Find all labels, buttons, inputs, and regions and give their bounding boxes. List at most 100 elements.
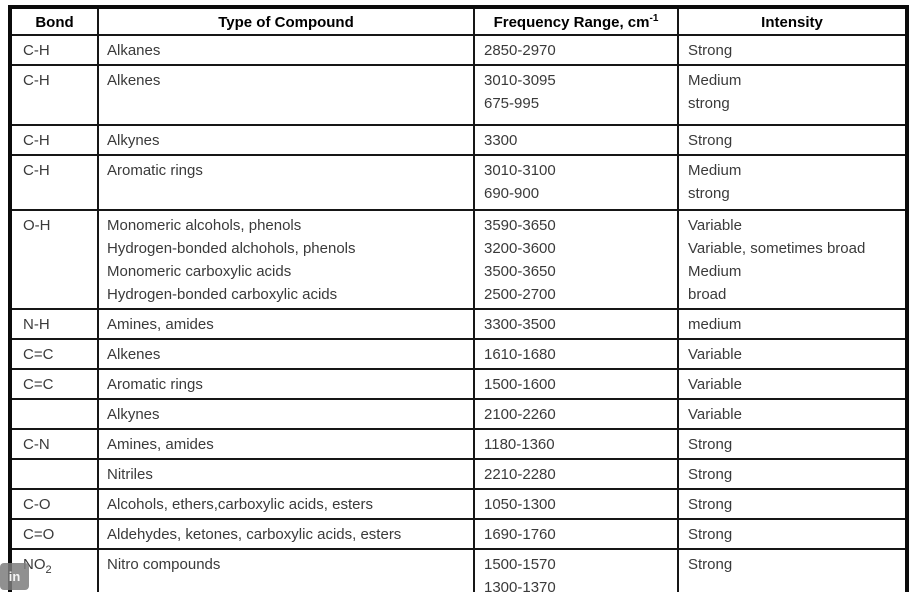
table-header-row: Bond Type of Compound Frequency Range, cm-… [9,6,908,36]
bond-cell: C-H [9,34,99,66]
table-row: C-H Alkanes 2850-2970 Strong [9,34,908,66]
frequency-line: 1610-1680 [484,346,556,363]
compound-line: Hydrogen-bonded alchohols, phenols [107,240,356,257]
compound-cell: Nitriles [97,458,475,490]
intensity-cell: Variable [677,398,908,430]
bond-cell: C-N [9,428,99,460]
frequency-cell: 3300 [473,124,679,156]
frequency-line: 3300-3500 [484,316,556,333]
bond-subscript: 2 [45,564,52,576]
intensity-cell: Strong [677,548,908,592]
ir-frequency-table-frame: Bond Type of Compound Frequency Range, cm-… [8,5,909,592]
compound-line: Monomeric alcohols, phenols [107,217,302,234]
frequency-line: 2850-2970 [484,42,556,59]
frequency-cell: 3300-3500 [473,308,679,340]
frequency-cell: 1690-1760 [473,518,679,550]
compound-cell: Nitro compounds [97,548,475,592]
compound-cell: Aromatic rings [97,368,475,400]
frequency-line: 3300 [484,132,518,149]
compound-line: Amines, amides [107,436,214,453]
intensity-cell: Strong [677,34,908,66]
compound-line: Aldehydes, ketones, carboxylic acids, es… [107,526,402,543]
compound-line: Alkanes [107,42,161,59]
frequency-line: 1050-1300 [484,496,556,513]
frequency-cell: 1500-1570 1300-1370 [473,548,679,592]
frequency-line: 2210-2280 [484,466,556,483]
compound-cell: Aldehydes, ketones, carboxylic acids, es… [97,518,475,550]
compound-cell: Monomeric alcohols, phenols Hydrogen-bond… [97,209,475,310]
frequency-cell: 2210-2280 [473,458,679,490]
bond-cell [9,458,99,490]
intensity-line: Strong [688,436,733,453]
intensity-line: Medium [688,72,742,89]
intensity-line: Strong [688,466,733,483]
table-row: O-H Monomeric alcohols, phenols Hydrogen-b… [9,209,908,310]
compound-line: Nitro compounds [107,556,221,573]
intensity-cell: Variable Variable, sometimes broad Medium b… [677,209,908,310]
bond-label: C-H [23,132,50,149]
intensity-cell: Variable [677,368,908,400]
frequency-cell: 1050-1300 [473,488,679,520]
frequency-line: 1300-1370 [484,579,556,592]
table-row: NO2 Nitro compounds 1500-1570 1300-1370 Stro… [9,548,908,592]
compound-line: Alkynes [107,132,160,149]
compound-line: Alkenes [107,346,161,363]
bond-cell: C=C [9,368,99,400]
table-row: C-H Alkynes 3300 Strong [9,124,908,156]
bond-label: C-O [23,496,51,513]
bond-cell: C-O [9,488,99,520]
table-header: Bond Type of Compound Frequency Range, cm-… [9,6,908,36]
compound-cell: Alkenes [97,64,475,126]
table-row: C-O Alcohols, ethers,carboxylic acids, es… [9,488,908,520]
intensity-line: strong [688,185,730,202]
bond-cell [9,398,99,430]
bond-cell: C-H [9,154,99,211]
frequency-cell: 3010-3100 690-900 [473,154,679,211]
bond-label: C=C [23,376,54,393]
intensity-cell: Variable [677,338,908,370]
intensity-line: Medium [688,263,742,280]
compound-cell: Alcohols, ethers,carboxylic acids, ester… [97,488,475,520]
compound-line: Nitriles [107,466,153,483]
intensity-line: Strong [688,526,733,543]
table-row: C=O Aldehydes, ketones, carboxylic acids,… [9,518,908,550]
intensity-line: broad [688,286,727,303]
intensity-line: Variable, sometimes broad [688,240,866,257]
column-header-compound: Type of Compound [97,6,475,36]
table-body: C-H Alkanes 2850-2970 Strong C-H Alkenes 3010-… [9,34,908,592]
intensity-cell: Medium strong [677,64,908,126]
column-header-label: Intensity [761,14,823,31]
bond-label: O-H [23,217,51,234]
frequency-line: 1690-1760 [484,526,556,543]
bond-label: N-H [23,316,50,333]
table-row: C-N Amines, amides 1180-1360 Strong [9,428,908,460]
compound-cell: Amines, amides [97,308,475,340]
intensity-line: Medium [688,162,742,179]
intensity-cell: Strong [677,488,908,520]
frequency-line: 1500-1600 [484,376,556,393]
bond-cell: C=O [9,518,99,550]
frequency-cell: 1610-1680 [473,338,679,370]
compound-cell: Amines, amides [97,428,475,460]
frequency-line: 3200-3600 [484,240,556,257]
intensity-line: medium [688,316,742,333]
frequency-cell: 1180-1360 [473,428,679,460]
compound-line: Alkynes [107,406,160,423]
linkedin-share-badge[interactable]: in [0,563,29,590]
bond-label: C-H [23,72,50,89]
table-row: Alkynes 2100-2260 Variable [9,398,908,430]
compound-cell: Alkynes [97,124,475,156]
compound-cell: Alkenes [97,338,475,370]
column-header-bond: Bond [9,6,99,36]
bond-label: C-H [23,42,50,59]
table-row: N-H Amines, amides 3300-3500 medium [9,308,908,340]
frequency-line: 2100-2260 [484,406,556,423]
frequency-cell: 3590-3650 3200-3600 3500-3650 2500-2700 [473,209,679,310]
column-header-label: Bond [35,14,74,31]
intensity-line: Variable [688,346,742,363]
frequency-line: 2500-2700 [484,286,556,303]
bond-cell: C-H [9,124,99,156]
intensity-line: Variable [688,376,742,393]
compound-line: Amines, amides [107,316,214,333]
compound-line: Monomeric carboxylic acids [107,263,292,280]
